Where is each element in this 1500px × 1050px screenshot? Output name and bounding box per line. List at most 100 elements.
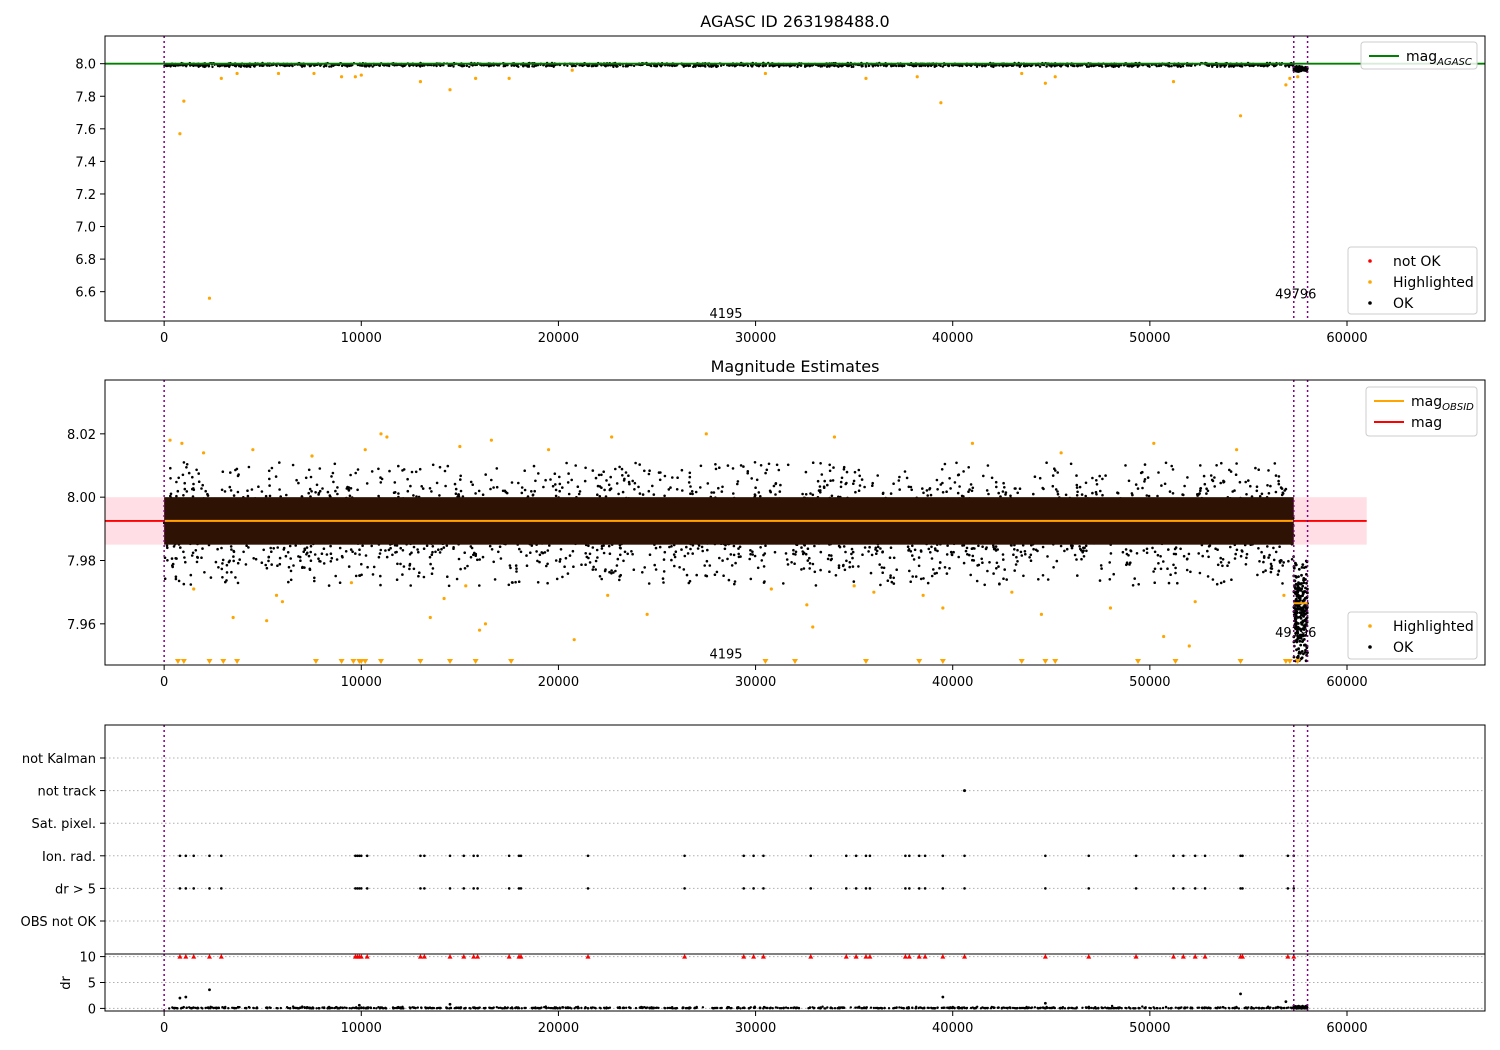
ok-point xyxy=(1287,559,1290,563)
ok-point xyxy=(879,547,882,550)
ok-point xyxy=(166,546,169,550)
ok-point xyxy=(285,493,288,497)
ok-point xyxy=(616,65,619,68)
ok-point xyxy=(647,582,651,585)
ok-point xyxy=(1262,570,1265,574)
x-tick-label: 30000 xyxy=(735,331,776,346)
ok-point xyxy=(834,574,838,577)
ok-point xyxy=(197,472,200,475)
ok-point xyxy=(430,490,433,493)
ok-point xyxy=(851,556,854,560)
ok-point xyxy=(1069,462,1073,466)
ok-point xyxy=(895,64,898,68)
ok-point xyxy=(232,494,236,497)
ok-point xyxy=(935,478,939,482)
ok-point xyxy=(1221,564,1224,568)
ok-point xyxy=(654,568,658,571)
ok-point xyxy=(670,558,673,562)
ok-point xyxy=(622,65,625,68)
ok-point xyxy=(437,548,440,551)
ok-point xyxy=(401,549,405,552)
ok-point xyxy=(299,559,302,562)
ok-point xyxy=(544,478,547,482)
ok-point xyxy=(936,488,939,491)
ok-point xyxy=(678,566,681,569)
ok-point xyxy=(177,476,180,480)
ok-point xyxy=(762,65,765,68)
ok-point xyxy=(852,580,856,583)
ok-point xyxy=(632,64,636,68)
ok-point xyxy=(605,479,608,482)
ok-point xyxy=(319,64,322,68)
ok-point xyxy=(1274,474,1278,477)
ok-point xyxy=(880,566,884,569)
ok-point xyxy=(643,566,646,569)
ok-point xyxy=(921,487,924,490)
ok-point xyxy=(532,464,536,468)
ok-point xyxy=(619,573,622,577)
highlighted-point xyxy=(418,80,423,84)
ok-point xyxy=(382,64,386,67)
ok-point xyxy=(185,466,188,469)
legend-marker-swatch xyxy=(1368,280,1372,284)
ok-point xyxy=(435,481,439,485)
ok-point xyxy=(840,64,844,67)
ok-point xyxy=(688,64,692,67)
ok-point xyxy=(1168,490,1172,493)
ok-point xyxy=(1206,575,1210,578)
ok-point xyxy=(851,565,855,568)
ok-point xyxy=(826,557,830,561)
ok-point xyxy=(919,577,923,581)
ok-point xyxy=(275,64,278,68)
highlighted-point xyxy=(1171,80,1176,84)
ok-point xyxy=(1219,481,1222,485)
ok-point xyxy=(526,65,529,68)
ok-point xyxy=(600,547,604,550)
ok-point xyxy=(767,462,771,466)
ok-point xyxy=(495,485,499,489)
highlighted-point xyxy=(1043,81,1047,85)
ok-point xyxy=(1215,464,1218,467)
ok-point xyxy=(654,546,658,550)
ok-point xyxy=(322,547,326,550)
ok-point xyxy=(1244,480,1247,484)
ok-point xyxy=(1290,558,1294,561)
ok-point xyxy=(912,558,916,561)
ok-point xyxy=(454,487,458,491)
ok-point xyxy=(192,488,196,492)
ok-point xyxy=(1084,481,1088,485)
ok-point xyxy=(622,559,625,563)
ok-point xyxy=(808,567,811,570)
ok-point xyxy=(525,554,528,557)
ok-point xyxy=(608,552,612,555)
ok-point xyxy=(489,487,492,491)
obs-annotation: 4195 xyxy=(709,307,742,322)
ok-point xyxy=(1215,582,1219,586)
ok-point xyxy=(497,550,500,554)
ok-point xyxy=(1216,563,1220,567)
ok-point xyxy=(713,573,717,576)
ok-point xyxy=(504,490,508,494)
ok-point xyxy=(829,479,832,483)
ok-point xyxy=(939,561,942,564)
ok-point xyxy=(189,64,192,67)
ok-point xyxy=(980,557,983,561)
ok-point xyxy=(308,567,312,571)
ok-point xyxy=(289,569,293,573)
ok-point xyxy=(515,567,518,570)
highlighted-point xyxy=(312,71,316,76)
ok-point xyxy=(1254,466,1257,470)
ok-point xyxy=(721,485,724,489)
ok-point xyxy=(459,478,462,481)
ok-point xyxy=(603,488,606,492)
ok-point xyxy=(221,470,225,474)
ok-point xyxy=(474,492,477,495)
ok-point xyxy=(671,476,674,479)
ok-point xyxy=(845,559,848,563)
ok-point xyxy=(1274,490,1278,494)
ok-point xyxy=(975,579,979,583)
ok-point xyxy=(1281,582,1284,585)
ok-point xyxy=(268,484,271,487)
ok-point xyxy=(981,65,984,68)
